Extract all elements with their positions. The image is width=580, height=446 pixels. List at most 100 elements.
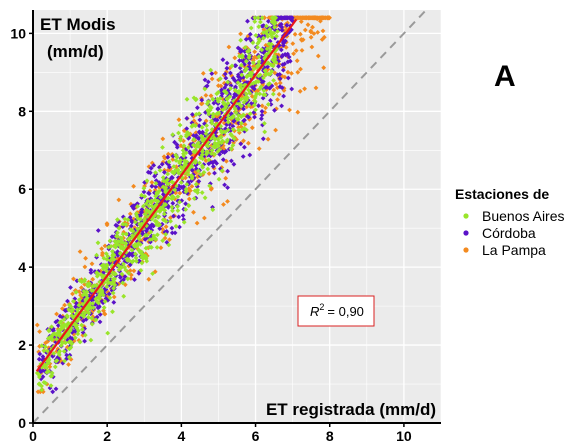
data-point-buenos-aires [165,195,171,201]
y-axis-title-line2: (mm/d) [47,42,104,61]
data-point-buenos-aires [222,105,228,111]
data-point-buenos-aires [218,128,224,134]
data-point-buenos-aires [208,105,214,111]
data-point-buenos-aires [199,124,205,130]
data-point-buenos-aires [119,271,125,277]
data-point-buenos-aires [256,24,262,30]
data-point-buenos-aires [255,15,261,21]
data-point-buenos-aires [193,147,199,153]
x-tick-label: 2 [103,428,111,444]
data-point-buenos-aires [195,190,201,196]
data-point-buenos-aires [138,267,144,273]
data-point-buenos-aires [200,156,206,162]
data-point-buenos-aires [63,340,69,346]
data-point-buenos-aires [153,170,158,176]
data-point-buenos-aires [97,293,103,299]
data-point-buenos-aires [39,387,45,393]
data-point-buenos-aires [252,19,258,25]
data-point-la-pampa [213,70,219,76]
data-point-buenos-aires [120,231,126,237]
data-point-c-rdoba [111,299,117,305]
data-point-buenos-aires [207,183,213,189]
data-point-buenos-aires [257,19,263,25]
data-point-c-rdoba [285,51,291,57]
data-point-buenos-aires [119,245,125,251]
data-point-c-rdoba [205,79,211,85]
data-point-c-rdoba [129,219,135,225]
data-point-buenos-aires [160,238,166,244]
data-point-buenos-aires [155,214,161,220]
data-point-la-pampa [308,28,314,34]
r2-annotation: R2 = 0,90 [297,295,375,327]
data-point-c-rdoba [169,225,175,231]
data-point-la-pampa [70,291,75,297]
data-point-la-pampa [206,171,212,177]
data-point-la-pampa [77,249,83,255]
data-point-buenos-aires [241,99,247,105]
data-point-buenos-aires [72,335,78,341]
data-point-la-pampa [78,285,84,291]
data-point-buenos-aires [112,282,118,288]
r2-symbol: R [310,304,319,319]
data-point-la-pampa [293,48,299,54]
data-point-buenos-aires [107,295,113,301]
regression-line [35,18,298,372]
data-point-c-rdoba [246,114,252,120]
data-point-buenos-aires [129,247,135,253]
data-point-buenos-aires [228,86,234,91]
data-point-buenos-aires [177,122,183,128]
data-point-buenos-aires [251,66,257,72]
data-point-buenos-aires [95,240,101,246]
legend: Estaciones de Buenos Aires Córdoba La Pa… [455,186,565,258]
data-point-c-rdoba [259,112,265,118]
data-point-buenos-aires [261,30,266,36]
r2-text: R2 = 0,90 [310,302,364,319]
data-point-buenos-aires [265,34,271,39]
data-point-c-rdoba [284,22,290,28]
x-tick-label: 6 [252,428,260,444]
data-point-buenos-aires [81,278,87,284]
data-point-la-pampa [131,268,137,274]
data-point-buenos-aires [175,194,181,200]
data-point-buenos-aires [79,312,85,318]
data-point-la-pampa [299,37,305,43]
data-point-buenos-aires [95,271,101,277]
data-point-la-pampa [321,65,327,71]
data-point-buenos-aires [94,252,100,258]
data-point-buenos-aires [225,127,231,133]
data-point-la-pampa [43,340,49,346]
data-point-la-pampa [102,243,108,249]
data-point-c-rdoba [280,62,286,68]
data-point-la-pampa [203,92,209,98]
data-point-buenos-aires [135,216,141,222]
data-point-buenos-aires [69,313,75,319]
data-point-buenos-aires [158,194,164,200]
data-point-buenos-aires [90,305,96,311]
data-point-c-rdoba [172,230,178,236]
data-point-buenos-aires [241,112,247,118]
y-tick-label: 10 [10,25,26,41]
data-point-buenos-aires [96,309,102,315]
data-point-buenos-aires [238,62,244,68]
data-point-buenos-aires [256,54,262,60]
data-point-la-pampa [265,136,271,142]
data-point-la-pampa [320,15,326,21]
data-point-buenos-aires [157,167,163,173]
data-point-c-rdoba [225,185,231,191]
data-point-c-rdoba [279,85,285,91]
data-point-buenos-aires [82,332,88,338]
r2-superscript: 2 [319,302,324,312]
data-point-buenos-aires [175,208,181,214]
data-point-buenos-aires [66,354,72,360]
data-point-c-rdoba [277,76,283,82]
data-point-la-pampa [35,389,41,395]
data-point-buenos-aires [69,340,75,346]
data-point-buenos-aires [252,102,258,108]
data-point-buenos-aires [266,71,272,77]
data-point-buenos-aires [259,47,265,53]
data-point-c-rdoba [283,15,289,21]
y-tick-label: 2 [18,337,26,353]
data-point-la-pampa [242,121,248,127]
data-point-buenos-aires [270,91,276,97]
data-point-la-pampa [275,97,280,103]
